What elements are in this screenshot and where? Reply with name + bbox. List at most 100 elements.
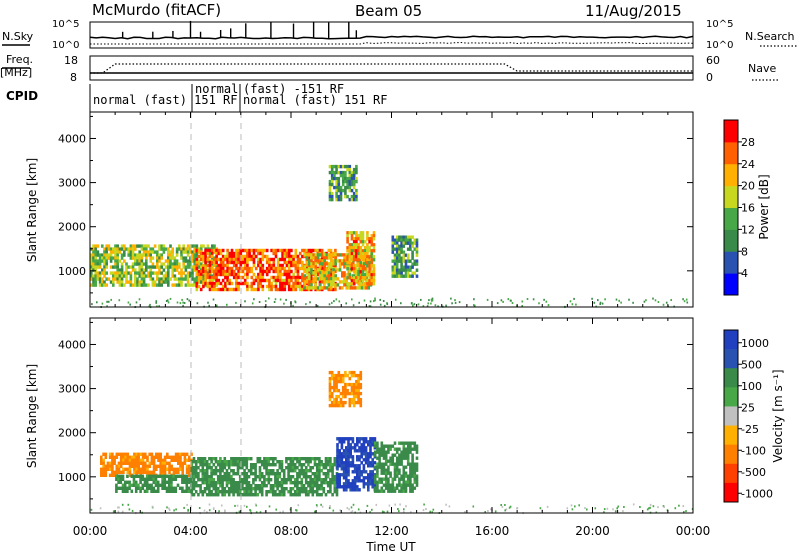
velocity-cell	[472, 505, 475, 508]
velocity-cell	[254, 478, 257, 482]
velocity-cell	[500, 504, 502, 506]
power-colorbar-tick-label: 4	[741, 267, 748, 280]
power-cell	[355, 234, 358, 238]
velocity-cell	[139, 458, 143, 462]
velocity-cell	[391, 483, 395, 487]
velocity-cell	[199, 460, 202, 464]
power-cell	[395, 253, 399, 257]
power-cell	[323, 274, 326, 278]
power-cell	[292, 254, 295, 259]
power-cell	[276, 260, 280, 265]
power-cell	[176, 301, 179, 304]
power-cell	[434, 304, 437, 307]
velocity-cell	[205, 466, 209, 470]
power-cell	[370, 264, 374, 268]
power-cell	[182, 262, 185, 266]
velocity-cell	[356, 479, 359, 483]
velocity-cell	[174, 467, 178, 471]
velocity-cell	[189, 477, 193, 481]
power-cell	[400, 302, 402, 305]
power-cell	[96, 277, 100, 281]
velocity-cell	[413, 465, 417, 469]
power-cell	[158, 265, 161, 269]
power-cell	[352, 237, 356, 241]
velocity-cell	[382, 444, 386, 448]
power-cell	[252, 254, 256, 259]
velocity-cell	[393, 468, 397, 472]
velocity-cell	[340, 458, 344, 462]
power-cell	[173, 274, 177, 278]
velocity-cell	[350, 385, 354, 390]
velocity-cell	[367, 485, 370, 489]
power-cell	[301, 263, 304, 268]
velocity-cell	[298, 475, 301, 479]
power-cell	[292, 281, 295, 286]
power-cell	[215, 287, 218, 292]
velocity-cell	[335, 379, 338, 384]
velocity-cell	[199, 484, 202, 488]
power-cell	[259, 275, 262, 280]
power-cell	[368, 255, 371, 259]
velocity-cell	[265, 466, 268, 470]
velocity-cell	[132, 483, 136, 487]
velocity-cell	[406, 480, 410, 484]
power-cell	[197, 277, 201, 281]
velocity-cell	[336, 473, 339, 477]
velocity-cell	[282, 481, 286, 485]
velocity-cell	[181, 477, 184, 481]
velocity-cell	[199, 478, 202, 482]
velocity-cell	[346, 382, 349, 387]
velocity-cell	[285, 487, 288, 491]
cpid-mode-1: normal (fast) 151 RF	[93, 93, 238, 107]
power-cell	[335, 176, 338, 181]
power-cell	[386, 303, 389, 306]
power-cell	[290, 254, 293, 259]
power-cell	[186, 247, 190, 251]
power-cell	[538, 302, 540, 305]
velocity-cell	[382, 450, 386, 454]
power-cell	[321, 271, 324, 275]
velocity-cell	[119, 480, 123, 484]
power-cell	[308, 274, 311, 278]
power-cell	[191, 283, 194, 287]
power-cell	[308, 253, 311, 257]
power-cell	[382, 300, 385, 302]
power-cell	[346, 276, 349, 280]
power-cell	[224, 269, 227, 274]
velocity-cell	[276, 487, 279, 491]
power-cell	[352, 182, 356, 187]
power-cell	[363, 265, 366, 269]
velocity-cell	[146, 467, 149, 471]
velocity-cell	[399, 503, 401, 506]
velocity-cell	[188, 464, 191, 468]
velocity-cell	[219, 490, 222, 494]
velocity-cell	[216, 475, 220, 479]
velocity-cell	[345, 458, 348, 462]
power-cell	[142, 247, 146, 251]
velocity-cell	[351, 440, 355, 444]
power-cell	[357, 264, 360, 268]
power-cell	[368, 261, 371, 265]
velocity-cell	[348, 382, 352, 387]
power-region-3	[328, 164, 358, 202]
power-cell	[243, 281, 247, 286]
power-cell	[120, 244, 124, 248]
velocity-cell	[183, 452, 187, 456]
power-cell	[348, 270, 352, 274]
power-cell	[246, 281, 249, 286]
power-cell	[160, 247, 163, 251]
power-cell	[305, 275, 309, 280]
power-cell	[428, 299, 430, 302]
power-cell	[398, 271, 401, 275]
velocity-cell	[280, 493, 284, 497]
velocity-cell	[395, 459, 399, 463]
velocity-cell	[117, 486, 120, 490]
power-cell	[167, 271, 170, 275]
velocity-cell	[395, 474, 399, 478]
velocity-cell	[199, 490, 202, 494]
power-cell	[118, 268, 122, 272]
velocity-cell	[293, 463, 297, 467]
power-cell	[208, 287, 212, 292]
power-cell	[217, 248, 221, 253]
velocity-cell	[166, 467, 169, 471]
